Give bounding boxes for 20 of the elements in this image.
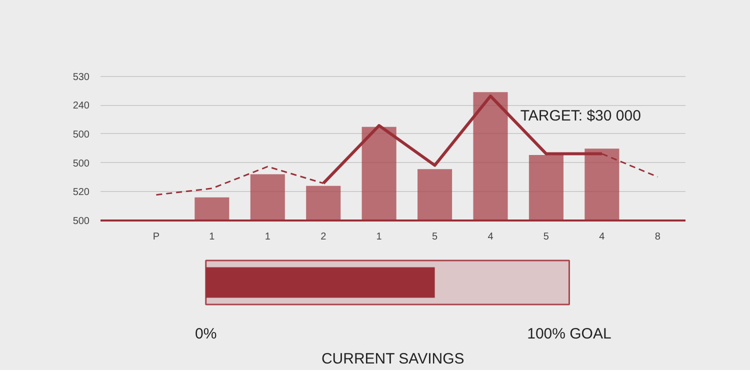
category-label: 530 (72, 72, 90, 83)
category-label: 500 (72, 158, 90, 170)
x-tick-label: 5 (543, 232, 550, 242)
x-tick-label: 5 (432, 232, 438, 242)
annotation: TARGET: $30 000 (520, 107, 641, 124)
x-tick-label: 1 (264, 232, 271, 242)
x-tick-label: 8 (654, 232, 661, 242)
x-tick-label: P (152, 232, 160, 242)
x-tick-label: 2 (320, 232, 327, 242)
x-tick-label: 4 (599, 232, 606, 242)
x-tick-label: 0% (195, 326, 217, 342)
x-tick-label: 1 (209, 232, 216, 242)
x-tick-label: 4 (488, 232, 494, 242)
category-label: 500 (72, 129, 90, 140)
x-tick-label: 100% GOAL (527, 326, 612, 342)
category-label: 240 (72, 100, 90, 112)
category-label: 500 (72, 216, 90, 227)
category-label: 520 (72, 187, 90, 198)
x-axis-title: CURRENT SAVINGS (321, 350, 464, 368)
x-tick-label: 1 (376, 232, 382, 242)
